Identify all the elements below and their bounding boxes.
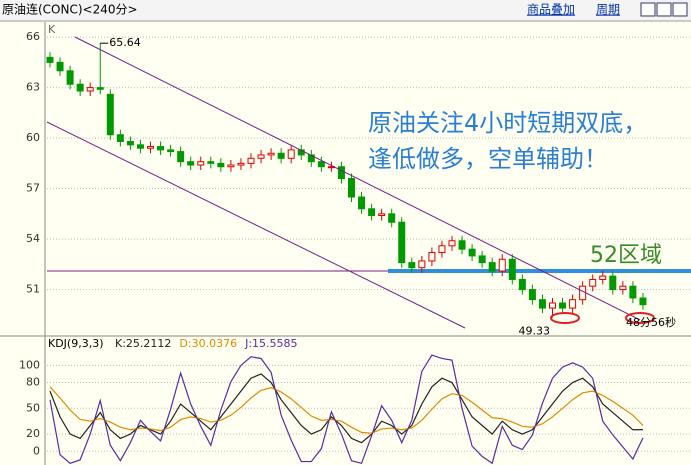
candle-body [438, 245, 446, 254]
candle-body [358, 196, 366, 210]
y-tick-label: 54 [26, 232, 40, 245]
candle-body [207, 161, 215, 164]
y-tick-label: 57 [26, 182, 40, 195]
indicator-title: KDJ(9,3,3) [48, 337, 104, 350]
panel-label: K [48, 23, 56, 36]
candle-body [428, 252, 436, 262]
candle-body [126, 140, 134, 146]
candle-body [197, 161, 205, 166]
candle-body [639, 297, 647, 306]
candle-body [136, 144, 144, 149]
candle-body [629, 285, 637, 299]
toolbar [0, 0, 691, 20]
legend-entry: K:25.2112 [115, 337, 171, 350]
candle-body [96, 87, 104, 90]
price-panel: 51 54 57 60 63 66 65.64 49.33 [26, 30, 691, 338]
candle-body [508, 258, 516, 280]
candle-body [468, 248, 476, 257]
candle-body [157, 146, 165, 151]
candle-body [116, 134, 124, 142]
candle-body [257, 154, 265, 159]
legend-entry: D:30.0376 [179, 337, 237, 350]
candle-body [609, 275, 617, 291]
trend-line-lower [46, 121, 466, 329]
y-tick-label: 60 [26, 131, 40, 144]
candle-body [227, 164, 235, 168]
candle-body [549, 302, 556, 309]
candle-body [528, 289, 536, 301]
window-title: 原油连(CONC)<240分> [2, 2, 138, 17]
candle-body [368, 208, 376, 217]
btn-right[interactable] [656, 2, 672, 17]
period-link[interactable]: 周期 [596, 3, 620, 17]
low-label: 49.33 [519, 325, 551, 338]
y-tick-label: 100 [19, 358, 40, 371]
candle-body [267, 152, 275, 156]
candle-body [317, 161, 325, 168]
candle-body [348, 178, 355, 198]
candle-body [217, 162, 225, 168]
candle-body [56, 61, 64, 72]
overlay-link[interactable]: 商品叠加 [527, 2, 575, 17]
candle-body [147, 146, 154, 149]
y-tick-label: 80 [26, 376, 40, 389]
candle-body [66, 70, 74, 85]
candle-body [167, 149, 175, 153]
callout-line: 逢低做多，空单辅助！ [368, 145, 608, 173]
candle-body [478, 255, 486, 264]
candle-body [237, 162, 245, 166]
legend-entry: J:15.5585 [244, 337, 297, 350]
candle-body [277, 152, 285, 159]
candle-body [287, 149, 295, 159]
level-label: 52区域 [590, 243, 662, 268]
candle-body [187, 161, 195, 166]
nav-buttons [640, 2, 688, 17]
candle-body [458, 240, 466, 250]
candle-body [106, 93, 114, 136]
candle-body [569, 299, 577, 309]
candle-body [86, 87, 94, 92]
y-tick-label: 0 [33, 444, 40, 457]
candle-body [488, 262, 496, 272]
btn-left[interactable] [640, 2, 656, 17]
callout-line: 原油关注4小时短期双底， [368, 109, 647, 137]
candle-body [498, 258, 506, 272]
candle-body [559, 302, 567, 309]
candle-body [378, 213, 386, 217]
candle-body [398, 221, 406, 264]
kdj-panel: 0 20 50 80 100 K:25.2112 D:30.0376 J:15.5585 [19, 337, 691, 465]
candle-body [247, 157, 255, 164]
candle-body [388, 213, 396, 223]
btn-zoom[interactable] [672, 2, 688, 17]
y-tick-label: 20 [26, 427, 40, 440]
candle-body [619, 285, 627, 291]
countdown: 48分56秒 [626, 315, 676, 329]
y-tick-label: 50 [26, 401, 40, 414]
candle-body [177, 151, 185, 163]
candle-body [579, 285, 587, 301]
candle-body [518, 278, 526, 291]
candle-body [76, 83, 84, 92]
y-tick-label: 51 [26, 283, 40, 296]
highlight-ellipse [625, 312, 655, 324]
y-tick-label: 66 [26, 30, 40, 43]
kdj-line [49, 354, 644, 465]
highlight-ellipse [550, 312, 580, 324]
high-label: 65.64 [109, 36, 141, 49]
y-tick-label: 63 [26, 81, 40, 94]
trend-line-upper [74, 36, 641, 321]
candle-body [408, 262, 416, 269]
candle-body [589, 278, 597, 287]
candle-body [599, 275, 607, 280]
candle-body [46, 56, 54, 63]
candle-body [418, 260, 426, 269]
candle-body [337, 166, 345, 179]
candle-body [448, 240, 456, 247]
candle-body [538, 299, 546, 309]
